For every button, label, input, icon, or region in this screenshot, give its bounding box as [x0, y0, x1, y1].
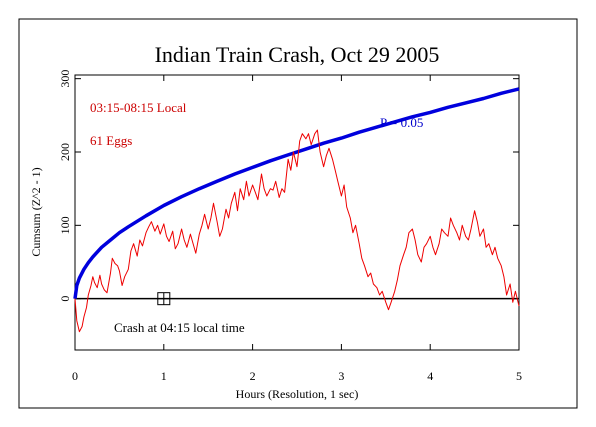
x-tick-label-1: 1 — [161, 369, 167, 383]
x-tick-label-0: 0 — [72, 369, 78, 383]
x-axis-ticks: 0 1 2 3 4 5 — [72, 75, 522, 383]
outer-frame — [18, 18, 578, 409]
y-tick-label-0: 0 — [58, 296, 72, 302]
y-tick-label-3: 300 — [58, 70, 72, 88]
period-annotation: 03:15-08:15 Local — [90, 100, 187, 115]
x-tick-label-4: 4 — [427, 369, 433, 383]
y-axis-label: Cumsum (Z^2 - 1) — [29, 167, 43, 256]
cumsum-line — [74, 129, 520, 333]
x-tick-label-2: 2 — [250, 369, 256, 383]
p-value-annotation: P = 0.05 — [380, 115, 423, 130]
plot-frame — [74, 74, 520, 351]
event-annotation: Crash at 04:15 local time — [114, 320, 245, 335]
y-axis-ticks: 0 100 200 300 — [58, 70, 519, 302]
chart-title: Indian Train Crash, Oct 29 2005 — [155, 42, 440, 67]
y-tick-label-1: 100 — [58, 216, 72, 234]
y-tick-label-2: 200 — [58, 143, 72, 161]
x-tick-label-3: 3 — [338, 369, 344, 383]
x-tick-label-5: 5 — [516, 369, 522, 383]
x-axis-label: Hours (Resolution, 1 sec) — [236, 387, 359, 401]
eggs-annotation: 61 Eggs — [90, 133, 132, 148]
envelope-line — [73, 87, 520, 299]
event-marker — [157, 292, 171, 306]
